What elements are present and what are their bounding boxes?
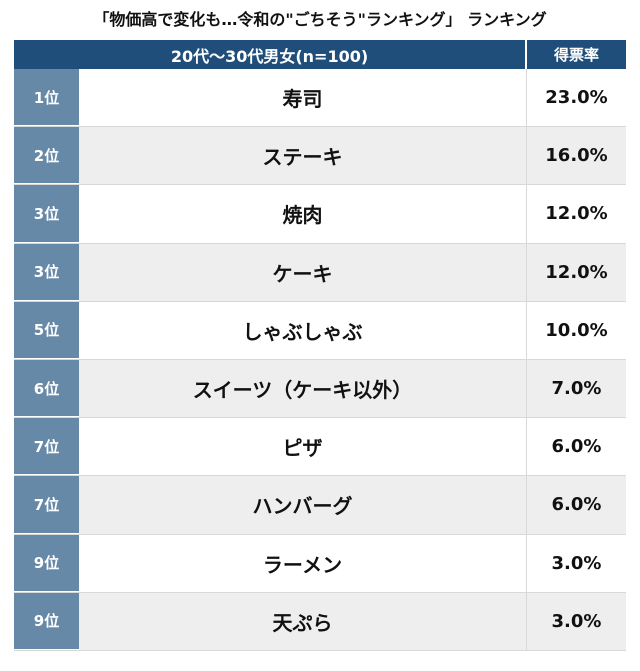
table-row: 3位 焼肉 12.0% [14, 185, 626, 244]
rank-cell: 3位 [14, 185, 79, 243]
rank-cell: 2位 [14, 127, 79, 185]
value-cell: 23.0% [527, 69, 626, 127]
table-row: 7位 ハンバーグ 6.0% [14, 476, 626, 535]
table-body: 1位 寿司 23.0% 2位 ステーキ 16.0% 3位 焼肉 12.0% 3位 ケーキ 12.0% 5… [14, 69, 626, 651]
value-cell: 3.0% [527, 534, 626, 592]
item-cell: 天ぷら [79, 592, 527, 650]
rank-cell: 7位 [14, 476, 79, 534]
value-cell: 3.0% [527, 592, 626, 650]
ranking-table: 20代〜30代男女(n=100) 得票率 1位 寿司 23.0% 2位 ステーキ 16.0… [14, 40, 626, 651]
item-cell: ピザ [79, 418, 527, 476]
item-cell: 焼肉 [79, 185, 527, 243]
table-row: 9位 ラーメン 3.0% [14, 534, 626, 593]
value-cell: 12.0% [527, 243, 626, 301]
table-row: 9位 天ぷら 3.0% [14, 592, 626, 651]
item-cell: ラーメン [79, 534, 527, 592]
value-cell: 6.0% [527, 418, 626, 476]
item-cell: ケーキ [79, 243, 527, 301]
rank-cell: 9位 [14, 534, 79, 592]
item-cell: スイーツ（ケーキ以外） [79, 359, 527, 418]
item-cell: しゃぶしゃぶ [79, 301, 527, 359]
table-row: 2位 ステーキ 16.0% [14, 127, 626, 186]
table-row: 5位 しゃぶしゃぶ 10.0% [14, 301, 626, 360]
table-row: 3位 ケーキ 12.0% [14, 243, 626, 302]
table-row: 7位 ピザ 6.0% [14, 418, 626, 477]
value-cell: 12.0% [527, 185, 626, 243]
value-cell: 16.0% [527, 127, 626, 185]
item-cell: 寿司 [79, 69, 527, 127]
group-header: 20代〜30代男女(n=100) [14, 40, 527, 69]
rank-cell: 9位 [14, 592, 79, 650]
rank-cell: 1位 [14, 69, 79, 127]
rank-cell: 3位 [14, 243, 79, 301]
table-row: 1位 寿司 23.0% [14, 69, 626, 128]
value-cell: 7.0% [527, 359, 626, 418]
value-cell: 6.0% [527, 476, 626, 534]
rank-cell: 7位 [14, 418, 79, 476]
rank-cell: 6位 [14, 359, 79, 418]
item-cell: ハンバーグ [79, 476, 527, 534]
item-cell: ステーキ [79, 127, 527, 185]
chart-title: 「物価高で変化も…令和の"ごちそう"ランキング」 ランキング [93, 10, 547, 29]
table-header: 20代〜30代男女(n=100) 得票率 [14, 40, 626, 69]
table-row: 6位 スイーツ（ケーキ以外） 7.0% [14, 359, 626, 419]
rate-header: 得票率 [527, 40, 626, 69]
value-cell: 10.0% [527, 301, 626, 359]
rank-cell: 5位 [14, 301, 79, 359]
